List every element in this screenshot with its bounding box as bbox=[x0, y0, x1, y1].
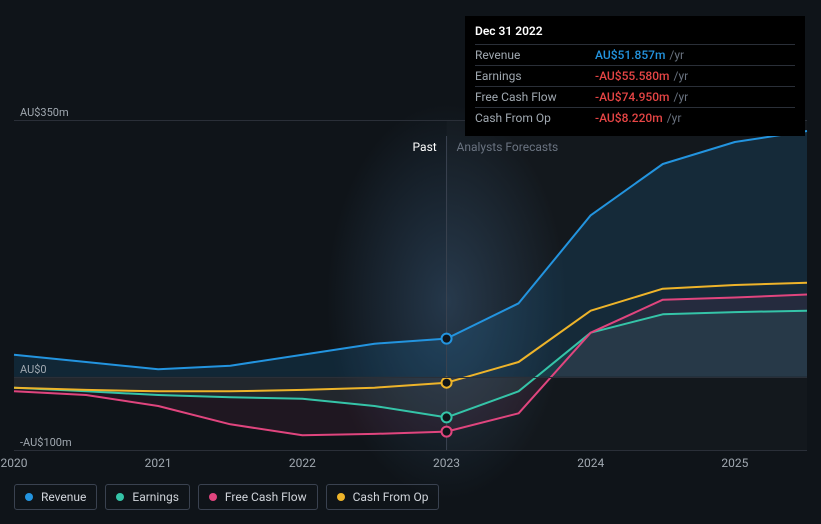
legend-item-earnings[interactable]: Earnings bbox=[105, 484, 190, 510]
past-label: Past bbox=[413, 140, 437, 154]
y-axis-label: AU$0 bbox=[20, 363, 47, 376]
legend: Revenue Earnings Free Cash Flow Cash From O… bbox=[14, 484, 439, 510]
legend-item-fcf[interactable]: Free Cash Flow bbox=[198, 484, 318, 510]
tooltip-metric-unit: /yr bbox=[667, 111, 682, 125]
tooltip-metric-unit: /yr bbox=[674, 69, 689, 83]
legend-dot-icon bbox=[116, 493, 124, 501]
x-axis-label: 2025 bbox=[721, 456, 748, 470]
legend-dot-icon bbox=[209, 493, 217, 501]
y-axis-label: -AU$100m bbox=[20, 436, 72, 449]
tooltip-row: Cash From Op-AU$8.220m/yr bbox=[475, 107, 795, 128]
x-axis-label: 2021 bbox=[145, 456, 172, 470]
gridline bbox=[14, 377, 807, 378]
series-marker-fcf bbox=[442, 427, 452, 437]
series-marker-earnings bbox=[442, 412, 452, 422]
tooltip-metric-value: AU$51.857m bbox=[595, 48, 665, 62]
legend-label: Cash From Op bbox=[353, 490, 429, 504]
series-marker-revenue bbox=[442, 334, 452, 344]
x-axis-label: 2024 bbox=[577, 456, 604, 470]
tooltip-row: RevenueAU$51.857m/yr bbox=[475, 44, 795, 65]
gridline bbox=[14, 450, 807, 451]
legend-item-revenue[interactable]: Revenue bbox=[14, 484, 97, 510]
y-axis-label: AU$350m bbox=[20, 106, 69, 119]
tooltip-row: Free Cash Flow-AU$74.950m/yr bbox=[475, 86, 795, 107]
tooltip-metric-label: Free Cash Flow bbox=[475, 90, 595, 104]
tooltip-metric-value: -AU$55.580m bbox=[595, 69, 670, 83]
legend-dot-icon bbox=[25, 493, 33, 501]
tooltip-metric-label: Earnings bbox=[475, 69, 595, 83]
series-marker-cfo bbox=[442, 378, 452, 388]
x-axis-label: 2023 bbox=[433, 456, 460, 470]
chart-area: AU$350mAU$0-AU$100m 20202021202220232024… bbox=[14, 120, 807, 460]
legend-label: Free Cash Flow bbox=[225, 490, 307, 504]
x-axis-label: 2022 bbox=[289, 456, 316, 470]
tooltip-metric-value: -AU$74.950m bbox=[595, 90, 670, 104]
tooltip-row: Earnings-AU$55.580m/yr bbox=[475, 65, 795, 86]
tooltip-metric-label: Cash From Op bbox=[475, 111, 595, 125]
tooltip-date: Dec 31 2022 bbox=[475, 24, 795, 44]
tooltip-metric-value: -AU$8.220m bbox=[595, 111, 663, 125]
tooltip-metric-unit: /yr bbox=[674, 90, 689, 104]
legend-label: Revenue bbox=[41, 490, 86, 504]
tooltip-metric-label: Revenue bbox=[475, 48, 595, 62]
legend-item-cfo[interactable]: Cash From Op bbox=[326, 484, 440, 510]
forecast-label: Analysts Forecasts bbox=[457, 140, 559, 154]
legend-label: Earnings bbox=[132, 490, 179, 504]
chart-svg bbox=[14, 120, 807, 450]
tooltip-metric-unit: /yr bbox=[669, 48, 684, 62]
tooltip-panel: Dec 31 2022 RevenueAU$51.857m/yrEarnings… bbox=[465, 16, 805, 136]
legend-dot-icon bbox=[337, 493, 345, 501]
x-axis-label: 2020 bbox=[1, 456, 28, 470]
